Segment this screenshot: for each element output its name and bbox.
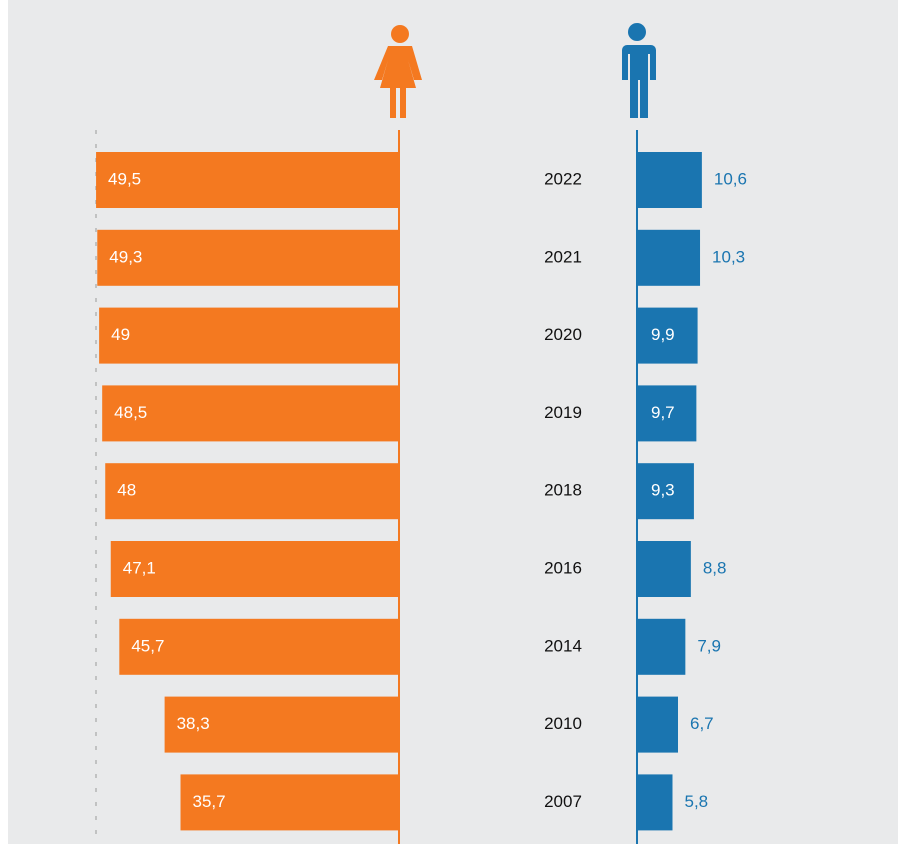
female-value-label: 45,7	[131, 636, 164, 655]
female-icon	[374, 25, 422, 118]
female-bar	[180, 774, 399, 831]
male-value-label: 5,8	[684, 792, 708, 811]
male-bar	[637, 541, 691, 597]
category-label: 2007	[544, 792, 582, 811]
male-value-label: 10,3	[712, 247, 745, 266]
male-bar	[637, 618, 686, 675]
female-value-label: 38,3	[177, 714, 210, 733]
male-bar	[637, 696, 679, 753]
male-bar	[637, 152, 702, 208]
female-bar	[119, 618, 399, 675]
male-value-label: 9,9	[651, 325, 675, 344]
female-bar	[102, 385, 400, 442]
male-value-label: 8,8	[703, 558, 727, 577]
female-bar	[99, 307, 400, 364]
male-value-label: 7,9	[697, 636, 721, 655]
category-label: 2010	[544, 714, 582, 733]
male-bar	[637, 229, 701, 286]
female-bar	[164, 696, 399, 753]
female-value-label: 49,3	[109, 247, 142, 266]
male-value-label: 10,6	[714, 169, 747, 188]
male-value-label: 9,3	[651, 481, 675, 500]
male-bar	[637, 307, 698, 364]
female-bar	[110, 541, 400, 597]
category-label: 2018	[544, 481, 582, 500]
male-bar	[637, 463, 694, 520]
female-value-label: 49	[111, 325, 130, 344]
female-value-label: 49,5	[108, 169, 141, 188]
male-bar	[637, 385, 697, 442]
category-label: 2019	[544, 403, 582, 422]
category-label: 2014	[544, 636, 582, 655]
category-label: 2021	[544, 247, 582, 266]
female-value-label: 48,5	[114, 403, 147, 422]
female-bar	[96, 152, 399, 208]
category-label: 2016	[544, 558, 582, 577]
male-bar	[637, 774, 673, 831]
female-value-label: 35,7	[193, 792, 226, 811]
male-value-label: 6,7	[690, 714, 714, 733]
category-label: 2022	[544, 169, 582, 188]
category-label: 2020	[544, 325, 582, 344]
female-bar	[105, 463, 400, 520]
male-value-label: 9,7	[651, 403, 675, 422]
male-icon	[622, 23, 656, 118]
female-value-label: 48	[117, 481, 136, 500]
female-value-label: 47,1	[123, 558, 156, 577]
female-bar	[97, 229, 399, 286]
